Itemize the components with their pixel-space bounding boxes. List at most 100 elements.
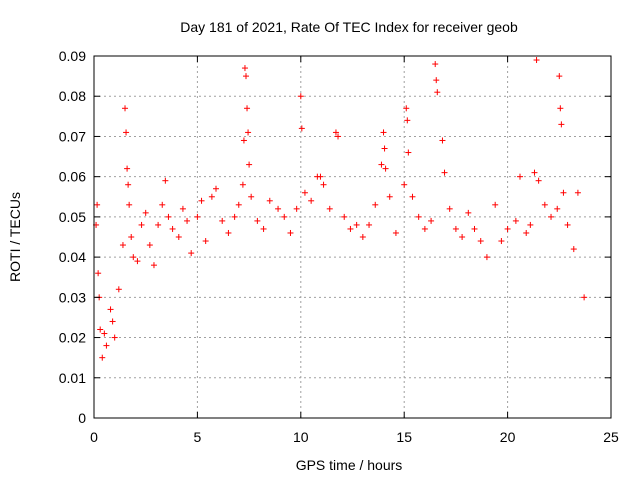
data-point [317,173,324,180]
data-point [155,221,162,228]
data-point [556,73,563,80]
data-point [439,137,446,144]
x-tick-label: 0 [90,429,98,445]
data-point [260,225,267,232]
data-point [392,229,399,236]
data-point [465,209,472,216]
y-tick-label: 0.03 [59,289,86,305]
data-point [94,201,101,208]
data-point [111,334,118,341]
data-point [366,221,373,228]
data-point [184,217,191,224]
data-point [432,61,439,68]
data-point [386,193,393,200]
data-point [421,225,428,232]
data-point [581,294,588,301]
data-point [403,105,410,112]
data-point [405,149,412,156]
data-points [93,57,588,361]
data-point [213,185,220,192]
data-point [564,221,571,228]
data-point [97,326,104,333]
data-point [326,205,333,212]
data-point [103,342,110,349]
plot-frame [93,55,612,419]
data-point [248,193,255,200]
data-point [341,213,348,220]
data-point [557,105,564,112]
data-point [428,217,435,224]
axis-ticks: 0 0.01 0.02 0.03 0.04 0.05 0.06 0.07 0.08 0.09 0 5 1… [59,48,619,445]
data-point [188,250,195,257]
data-point [159,201,166,208]
data-point [570,246,577,253]
data-point [99,354,106,361]
data-point [512,217,519,224]
data-point [109,318,116,325]
data-point [240,137,247,144]
data-point [483,254,490,261]
data-point [380,129,387,136]
data-point [434,89,441,96]
data-point [95,270,102,277]
data-point [246,161,253,168]
data-point [293,205,300,212]
data-point [527,221,534,228]
data-point [146,242,153,249]
data-point [165,213,172,220]
data-point [523,229,530,236]
data-point [162,177,169,184]
data-point [245,129,252,136]
y-tick-label: 0.05 [59,209,86,225]
data-point [119,242,126,249]
data-point [335,133,342,140]
y-tick-label: 0.08 [59,88,86,104]
data-point [471,225,478,232]
data-point [378,161,385,168]
data-point [235,201,242,208]
data-point [281,213,288,220]
y-tick-label: 0.07 [59,128,86,144]
data-point [517,173,524,180]
data-point [531,169,538,176]
chart-title: Day 181 of 2021, Rate Of TEC Index for r… [180,19,518,35]
x-tick-label: 15 [396,429,412,445]
data-point [130,254,137,261]
data-point [433,77,440,84]
x-tick-label: 5 [194,429,202,445]
data-point [504,225,511,232]
data-point [404,117,411,124]
data-point [107,306,114,313]
y-tick-label: 0.06 [59,169,86,185]
data-point [401,181,408,188]
data-point [101,330,108,337]
grid-layer [94,56,611,418]
data-point [533,57,540,64]
data-point [554,205,561,212]
x-tick-label: 25 [603,429,619,445]
data-point [244,105,251,112]
data-point [202,238,209,245]
data-point [477,238,484,245]
data-point [126,201,133,208]
data-point [297,93,304,100]
data-point [287,229,294,236]
data-point [535,177,542,184]
data-point [194,213,201,220]
data-point [239,181,246,188]
data-point [548,213,555,220]
y-tick-label: 0.09 [59,48,86,64]
data-point [459,234,466,240]
x-tick-label: 10 [293,429,309,445]
data-point [115,286,122,293]
data-point [415,213,422,220]
data-point [409,193,416,200]
y-tick-label: 0 [78,410,86,426]
x-axis-label: GPS time / hours [296,457,403,473]
data-point [169,225,176,232]
data-point [441,169,448,176]
data-point [372,201,379,208]
data-point [275,205,282,212]
data-point [125,181,132,188]
y-axis-label: ROTI / TECUs [7,192,23,282]
